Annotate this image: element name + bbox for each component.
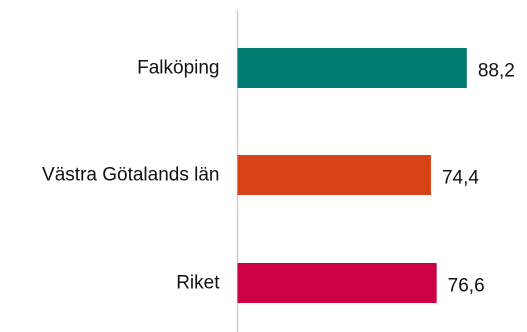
value-label-falkoping: 88,2 [478,61,515,82]
value-label-vastra-gotalands-lan: 74,4 [442,168,479,189]
bar-riket [237,263,437,303]
category-label-vastra-gotalands-lan: Västra Götalands län [42,165,219,186]
value-label-riket: 76,6 [448,276,485,297]
bar-falkoping [237,48,467,88]
bar-vastra-gotalands-lan [237,155,431,195]
category-label-falkoping: Falköping [137,58,219,79]
bars-layer: Falköping 88,2 Västra Götalands län 74,4 Rik… [42,48,515,303]
category-label-riket: Riket [176,273,220,294]
